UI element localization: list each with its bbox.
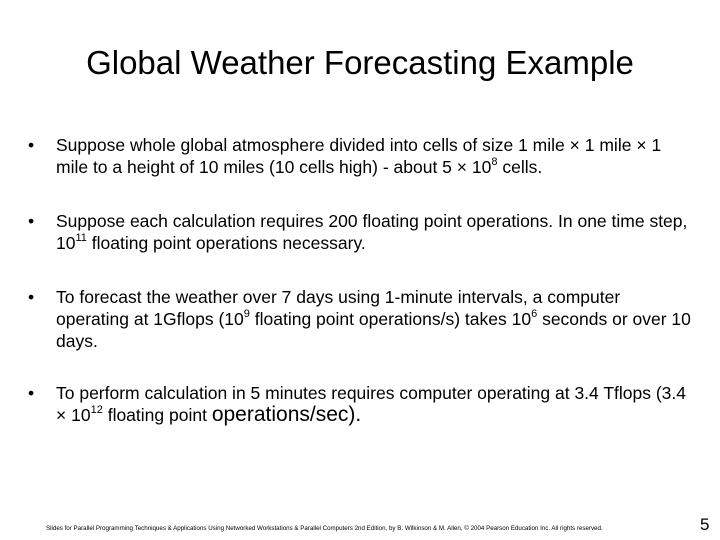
bullet1-text-c: mile [599, 135, 632, 155]
bullet-text: Suppose whole global atmosphere divided … [56, 134, 696, 178]
bullet-icon: • [28, 383, 35, 403]
bullet-icon: • [28, 211, 35, 231]
bullet1-text-d: 1 mile to a height of 10 miles (10 cells… [56, 135, 662, 177]
slide-footer: Slides for Parallel Programming Techniqu… [46, 525, 603, 532]
page-number: 5 [700, 515, 710, 534]
bullet3-text-a: To forecast the weather over 7 days usin… [56, 287, 621, 329]
bullet1-text-e: 10 [471, 157, 492, 177]
bullet3-text-b: floating point operations/s) takes 10 [254, 309, 532, 329]
times-symbol: × [569, 135, 580, 155]
bullet-text: To perform calculation in 5 minutes requ… [56, 382, 696, 426]
bullet2-text-a: Suppose each calculation requires 200 fl… [56, 211, 688, 253]
bullet2-exponent: 11 [75, 232, 87, 245]
bullet3-text-c: seconds or over 10 days. [56, 309, 691, 351]
bullet4-text-d: operations/sec). [211, 403, 362, 426]
bullet-text: To forecast the weather over 7 days usin… [56, 286, 696, 352]
bullet2-text-b: floating point operations necessary. [91, 233, 366, 253]
bullet1-text-f: cells. [502, 157, 543, 177]
bullet4-text-c: floating point [107, 405, 207, 425]
bullet1-exponent: 8 [491, 156, 498, 169]
bullet-icon: • [28, 135, 35, 155]
times-symbol: × [456, 157, 468, 177]
bullet4-exponent: 12 [90, 404, 103, 417]
bullet3-exponent-1: 9 [243, 308, 250, 321]
bullet1-text-b: 1 [584, 135, 595, 155]
bullet4-text-b: 10 [71, 405, 91, 425]
bullet4-text-a: To perform calculation in 5 minutes requ… [56, 383, 686, 403]
slide-title: Global Weather Forecasting Example [86, 44, 634, 81]
bullet-text: Suppose each calculation requires 200 fl… [56, 210, 696, 254]
bullet3-exponent-2: 6 [531, 308, 538, 321]
bullet1-text-a: Suppose whole global atmosphere divided … [56, 135, 565, 155]
bullet-icon: • [28, 287, 35, 307]
times-symbol: × [636, 135, 647, 155]
times-symbol: × [56, 405, 67, 425]
